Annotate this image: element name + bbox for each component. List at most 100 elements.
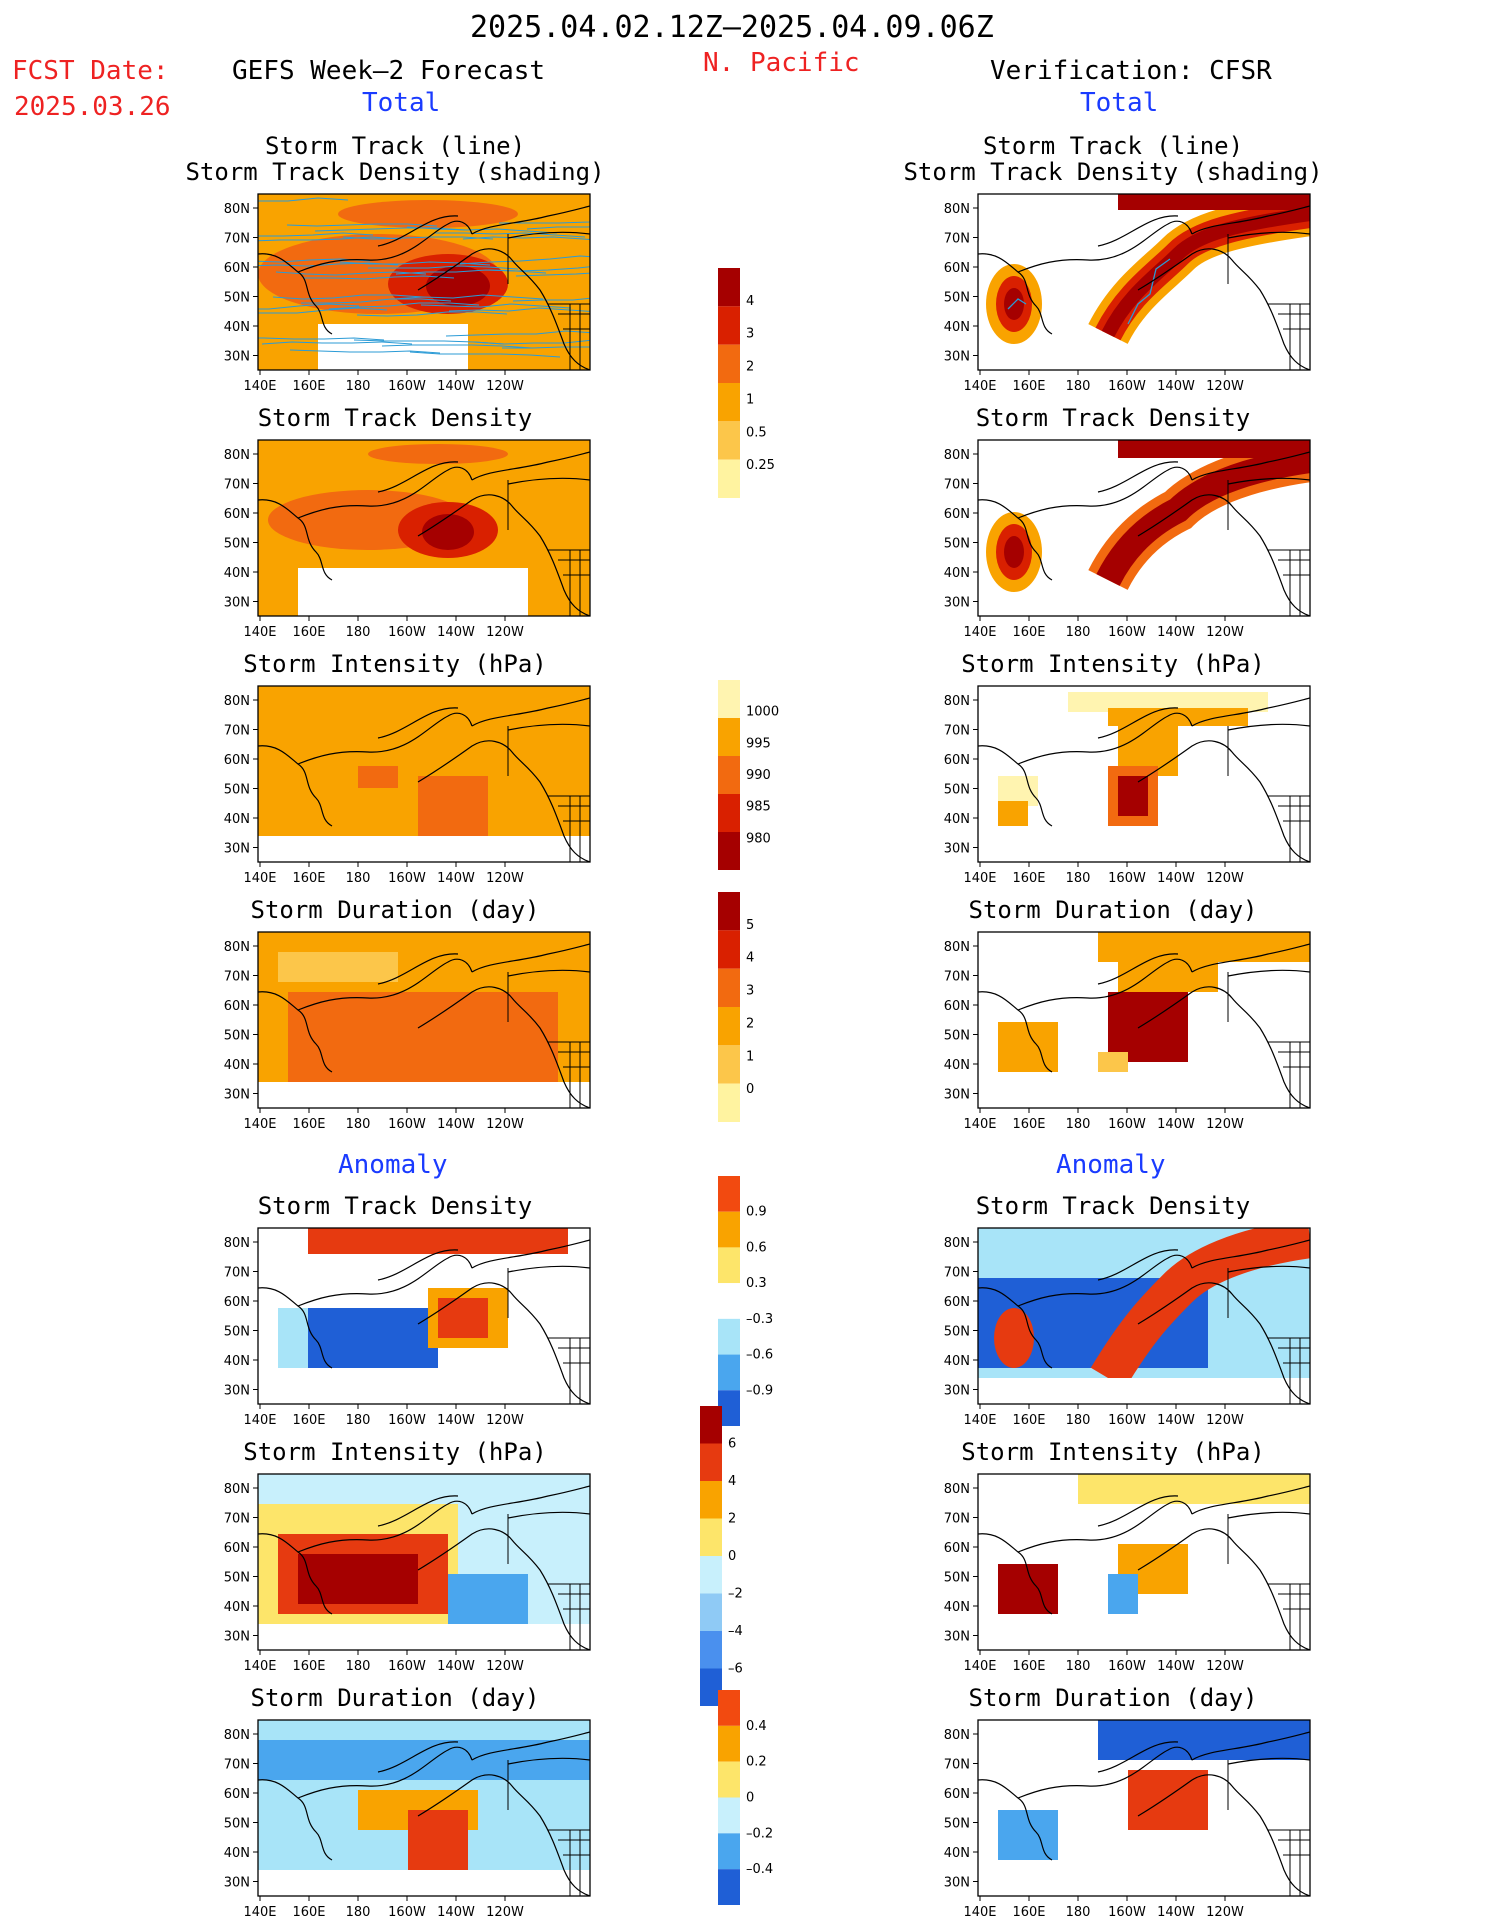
colorbar-label: 980 — [746, 831, 771, 846]
lat-tick-label: 80N — [224, 694, 250, 709]
panel-anom-density-forecast: 80N 70N 60N 50N 40N 30N 140E 160E 180 160W 140W 120… — [224, 1227, 591, 1428]
storm-track-line — [1007, 258, 1171, 325]
colorbar-segment — [700, 1668, 722, 1706]
storm-track-line — [301, 298, 452, 304]
lon-tick-label: 140W — [437, 379, 475, 394]
lon-tick-label: 140E — [243, 1413, 276, 1428]
date-range-title: 2025.04.02.12Z–2025.04.09.06Z — [470, 10, 994, 45]
storm-track-line — [261, 341, 413, 345]
coastline — [978, 205, 1310, 370]
storm-track-line — [342, 236, 494, 240]
lon-tick-label: 140W — [1157, 379, 1195, 394]
lat-tick-label: 50N — [224, 783, 250, 798]
colorbar-label: 3 — [746, 984, 754, 999]
lon-tick-label: 160E — [1012, 1413, 1045, 1428]
lon-tick-label: 160W — [388, 871, 426, 886]
colorbar-label: 6 — [728, 1437, 736, 1452]
lat-tick-label: 80N — [944, 448, 970, 463]
panel-intensity-forecast: 80N 70N 60N 50N 40N 30N 140E 160E 180 160W 140W 120… — [224, 685, 591, 886]
lon-tick-label: 140E — [243, 379, 276, 394]
lon-tick-label: 140E — [243, 871, 276, 886]
panel-anom-intensity-forecast: 80N 70N 60N 50N 40N 30N 140E 160E 180 160W 140W 120… — [224, 1473, 591, 1674]
colorbar-intensity-total-svg: 1000 995 990 985 980 — [718, 680, 779, 870]
right-anomaly-label: Anomaly — [1056, 1150, 1166, 1180]
lon-tick-label: 140W — [437, 1905, 475, 1920]
lon-tick-label: 180 — [1066, 625, 1091, 640]
colorbar-segment — [718, 1725, 740, 1762]
map-frame — [257, 1227, 591, 1405]
colorbar-segment — [718, 680, 740, 718]
colorbar-label: 0.6 — [746, 1240, 767, 1255]
lat-tick-label: 60N — [224, 507, 250, 522]
map-frame — [977, 1227, 1311, 1405]
track-title-line-right: Storm Track (line) — [982, 132, 1244, 160]
lat-tick-label: 50N — [944, 1029, 970, 1044]
colorbar-label: 0 — [728, 1549, 736, 1564]
density-north — [338, 200, 518, 228]
colorbar-label: 5 — [746, 918, 754, 933]
field — [258, 1228, 590, 1404]
density-title-right: Storm Track Density — [975, 404, 1251, 432]
panel-intensity-verification-svg: 80N 70N 60N 50N 40N 30N 140E 160E 180 160W 140W 120… — [944, 685, 1311, 886]
lat-tick-label: 60N — [224, 261, 250, 276]
colorbar-segment — [718, 1690, 740, 1726]
map-frame — [257, 193, 591, 371]
lat-tick-label: 80N — [944, 1728, 970, 1743]
borders — [1227, 1760, 1310, 1896]
lon-tick-label: 160W — [388, 1905, 426, 1920]
lat-tick-label: 40N — [224, 1354, 250, 1369]
lon-tick-label: 160E — [1012, 1905, 1045, 1920]
colorbar-label: 4 — [746, 294, 754, 309]
lon-tick-label: 120W — [486, 1117, 524, 1132]
lon-tick-label: 180 — [1066, 379, 1091, 394]
storm-track-line — [435, 232, 586, 238]
colorbar-intensity-anomaly: 6 4 2 0 –2 –4 –6 — [700, 1406, 782, 1706]
lat-tick-label: 40N — [944, 566, 970, 581]
lat-tick-label: 80N — [224, 202, 250, 217]
colorbar-label: 0.3 — [746, 1276, 767, 1291]
lat-tick-label: 30N — [224, 1384, 250, 1399]
panel-density-forecast-svg: 80N 70N 60N 50N 40N 30N 140E 160E 180 160W 140W 120… — [224, 439, 591, 640]
lon-tick-label: 180 — [1066, 1659, 1091, 1674]
lat-tick-label: 50N — [224, 1817, 250, 1832]
lat-tick-label: 50N — [224, 1571, 250, 1586]
colorbar-segment — [718, 1797, 740, 1834]
lat-tick-label: 30N — [224, 1088, 250, 1103]
colorbar-segment — [700, 1443, 722, 1481]
intensity — [358, 766, 398, 788]
lon-tick-label: 180 — [346, 871, 371, 886]
lon-tick-label: 140W — [1157, 1905, 1195, 1920]
borders — [507, 726, 590, 862]
region-label: N. Pacific — [703, 48, 860, 78]
colorbar-segment — [700, 1593, 722, 1631]
borders — [507, 1760, 590, 1896]
storm-track-line — [515, 272, 590, 277]
colorbar-label: 985 — [746, 800, 771, 815]
storm-track-line — [286, 223, 438, 227]
lat-tick-label: 60N — [224, 753, 250, 768]
lon-tick-label: 140E — [243, 1905, 276, 1920]
lat-tick-label: 60N — [224, 1787, 250, 1802]
axes: 80N 70N 60N 50N 40N 30N 140E 160E 180 160W 140W 120… — [224, 1719, 591, 1920]
map-frame — [257, 685, 591, 863]
colorbar-segment — [718, 1354, 740, 1391]
intensity — [1068, 692, 1268, 712]
storm-track-line — [304, 275, 455, 280]
colorbar-label: –0.4 — [746, 1862, 773, 1877]
panel-anom-density-forecast-svg: 80N 70N 60N 50N 40N 30N 140E 160E 180 160W 140W 120… — [224, 1227, 591, 1428]
map-frame — [977, 685, 1311, 863]
lat-tick-label: 60N — [944, 261, 970, 276]
field — [978, 1228, 1310, 1404]
borders — [1227, 480, 1310, 616]
colorbar-segment — [700, 1631, 722, 1669]
lon-tick-label: 120W — [486, 1413, 524, 1428]
lon-tick-label: 160W — [388, 1413, 426, 1428]
lon-tick-label: 140E — [963, 379, 996, 394]
lat-tick-label: 50N — [944, 783, 970, 798]
anomaly — [438, 1298, 488, 1338]
no-data — [258, 1624, 590, 1650]
axes: 80N 70N 60N 50N 40N 30N 140E 160E 180 160W 140W 120… — [944, 685, 1311, 886]
panel-track-forecast: 80N 70N 60N 50N 40N 30N 140E 160E 180 160W 140W 120… — [224, 193, 591, 394]
anomaly — [1128, 1770, 1208, 1830]
panel-anom-density-verification-svg: 80N 70N 60N 50N 40N 30N 140E 160E 180 160W 140W 120… — [944, 1227, 1311, 1428]
